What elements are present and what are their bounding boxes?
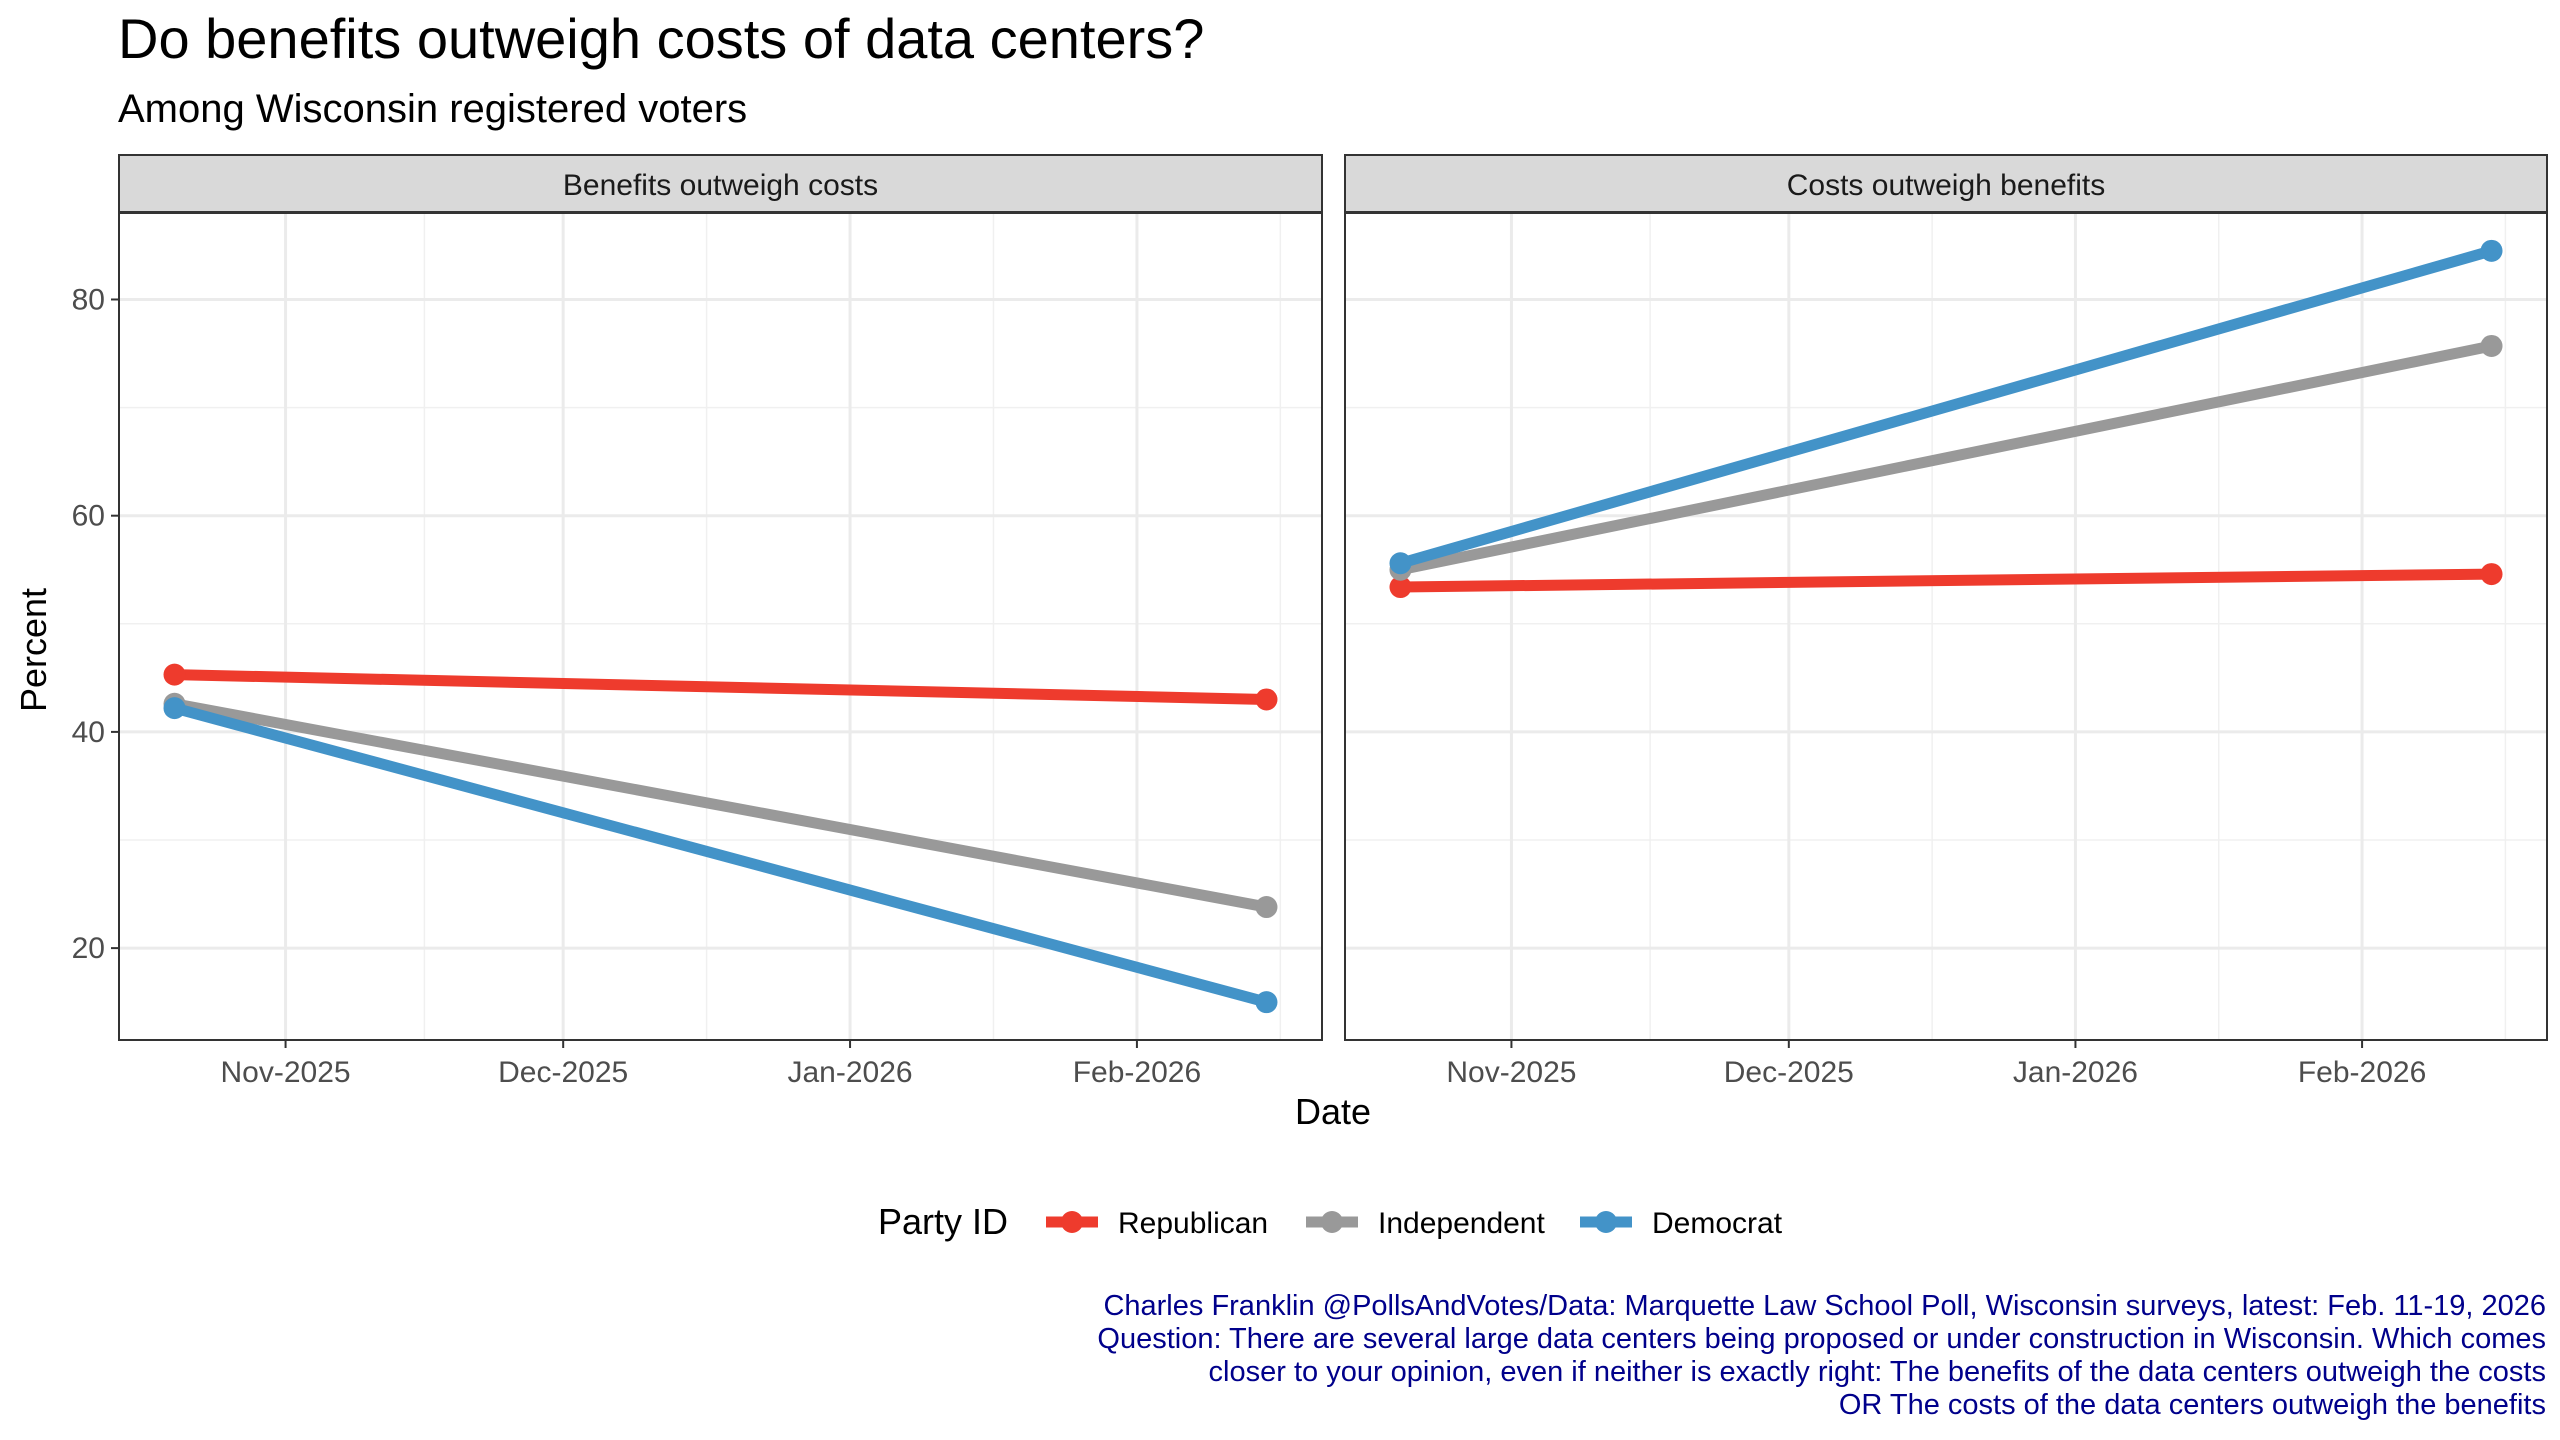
x-tick-label: Jan-2026 bbox=[2013, 1056, 2138, 1089]
data-point bbox=[1389, 576, 1412, 599]
facet-strip-label: Costs outweigh benefits bbox=[1787, 169, 2106, 202]
x-tick-label: Nov-2025 bbox=[1446, 1056, 1576, 1089]
caption-line-2: Question: There are several large data c… bbox=[1097, 1323, 2546, 1355]
x-tick-label: Dec-2025 bbox=[1724, 1056, 1854, 1089]
x-tick-label: Nov-2025 bbox=[221, 1056, 351, 1089]
series-line bbox=[173, 702, 1268, 1008]
series-line bbox=[1398, 245, 2494, 569]
data-point bbox=[1255, 896, 1278, 919]
x-tick-label: Feb-2026 bbox=[2298, 1056, 2426, 1089]
series-line bbox=[174, 669, 1267, 705]
legend-title: Party ID bbox=[878, 1201, 1008, 1242]
chart-subtitle: Among Wisconsin registered voters bbox=[118, 87, 747, 131]
data-point bbox=[163, 663, 186, 686]
legend-label: Independent bbox=[1378, 1207, 1545, 1240]
caption-line-1: Charles Franklin @PollsAndVotes/Data: Ma… bbox=[1103, 1290, 2546, 1322]
series-line bbox=[173, 698, 1268, 913]
x-axis-title: Date bbox=[1295, 1091, 1371, 1132]
legend-key-point bbox=[1595, 1211, 1617, 1233]
legend-key-point bbox=[1061, 1211, 1083, 1233]
facet-panel: Benefits outweigh costs Nov-2025 Dec-2025 J… bbox=[72, 154, 1323, 1089]
legend-label: Republican bbox=[1118, 1207, 1268, 1240]
legend-item: Republican bbox=[1046, 1207, 1268, 1240]
legend: Party ID Republican Independent Democrat bbox=[878, 1201, 1783, 1242]
y-axis-title: Percent bbox=[13, 588, 54, 712]
facet-panels: Benefits outweigh costs Nov-2025 Dec-2025 J… bbox=[72, 154, 2548, 1089]
caption-line-4: OR The costs of the data centers outweig… bbox=[1839, 1389, 2546, 1421]
facet-strip bbox=[118, 154, 1323, 213]
y-tick-label: 20 bbox=[72, 932, 105, 965]
panel-border bbox=[118, 212, 1323, 1041]
data-point bbox=[1255, 991, 1278, 1014]
panel-border bbox=[1344, 212, 2548, 1041]
y-tick-label: 60 bbox=[72, 500, 105, 533]
plot-background bbox=[1345, 213, 2547, 1040]
y-tick-label: 80 bbox=[72, 283, 105, 316]
data-point bbox=[163, 697, 186, 720]
legend-item: Independent bbox=[1306, 1207, 1545, 1240]
plot-background bbox=[119, 213, 1322, 1040]
legend-item: Democrat bbox=[1580, 1207, 1783, 1240]
x-tick-label: Dec-2025 bbox=[498, 1056, 628, 1089]
data-point bbox=[1389, 552, 1412, 575]
series-line bbox=[1399, 340, 2493, 576]
chart-title: Do benefits outweigh costs of data cente… bbox=[118, 7, 1204, 70]
data-point bbox=[2480, 563, 2503, 586]
data-point bbox=[2480, 334, 2503, 357]
facet-panel: Costs outweigh benefits Nov-2025 Dec-2025 J… bbox=[1344, 154, 2548, 1089]
y-tick-label: 40 bbox=[72, 716, 105, 749]
data-point bbox=[1255, 688, 1278, 711]
facet-strip bbox=[1344, 154, 2548, 213]
caption-line-3: closer to your opinion, even if neither … bbox=[1209, 1356, 2546, 1388]
x-tick-label: Feb-2026 bbox=[1073, 1056, 1201, 1089]
data-point bbox=[2480, 239, 2503, 262]
facet-strip-label: Benefits outweigh costs bbox=[563, 169, 878, 202]
x-tick-label: Jan-2026 bbox=[787, 1056, 912, 1089]
legend-label: Democrat bbox=[1652, 1207, 1783, 1240]
caption: Charles Franklin @PollsAndVotes/Data: Ma… bbox=[1097, 1290, 2546, 1421]
legend-key-point bbox=[1321, 1211, 1343, 1233]
series-line bbox=[1400, 568, 2492, 593]
